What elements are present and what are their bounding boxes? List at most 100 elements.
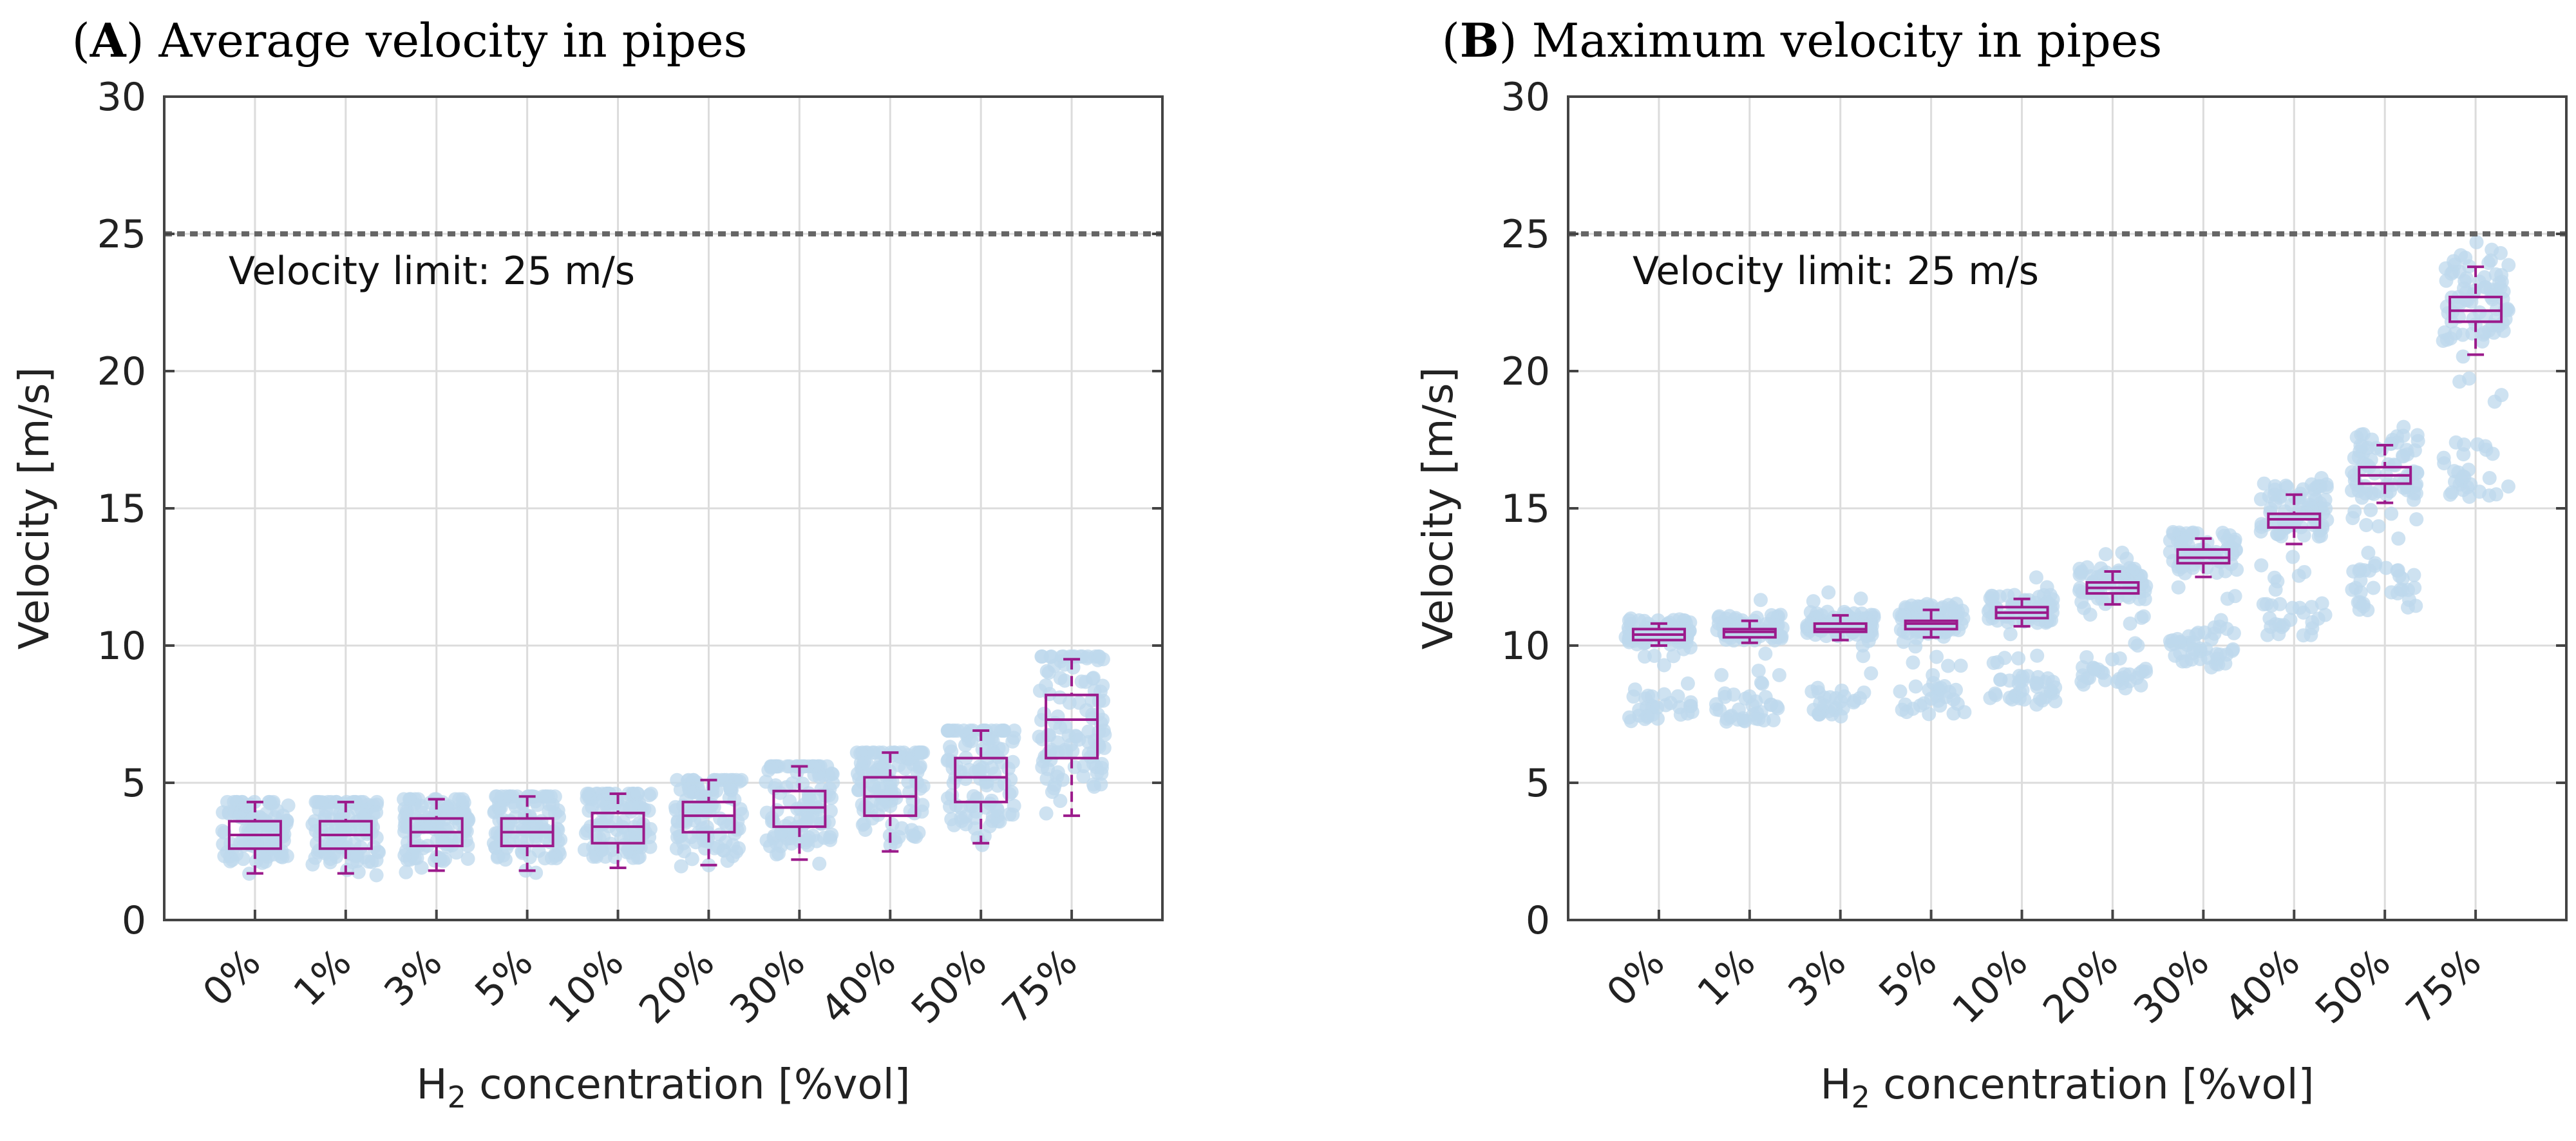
panel-b-y-tick-label: 30 bbox=[1501, 75, 1550, 120]
panel-b-scatter-point bbox=[1764, 697, 1779, 712]
panel-b-scatter-point bbox=[2496, 323, 2511, 338]
panel-b-scatter-point bbox=[2407, 568, 2421, 582]
panel-a-scatter-point bbox=[499, 820, 514, 834]
panel-a-scatter-point bbox=[801, 791, 816, 806]
panel-b-scatter-point bbox=[2163, 544, 2177, 559]
panel-a-scatter-point bbox=[1007, 798, 1021, 813]
panel-a-scatter-point bbox=[735, 807, 750, 821]
panel-b-scatter-point bbox=[1990, 655, 2005, 669]
panel-a-scatter-point bbox=[1072, 732, 1086, 747]
panel-a-y-axis-label: Velocity [m/s] bbox=[11, 367, 59, 650]
panel-a-scatter-point bbox=[607, 850, 622, 865]
panel-b-scatter-point bbox=[2167, 636, 2182, 651]
panel-b-scatter-point bbox=[2030, 648, 2045, 663]
panel-a-box-7 bbox=[863, 751, 918, 853]
panel-b-scatter-point bbox=[2171, 580, 2186, 595]
panel-b-x-tick-label: 50% bbox=[2307, 940, 2400, 1033]
panel-b-scatter-point bbox=[2345, 511, 2360, 526]
panel-b-scatter-point bbox=[2297, 564, 2312, 579]
panel-b-scatter-point bbox=[2045, 599, 2060, 614]
panel-b-scatter-point bbox=[2133, 568, 2148, 583]
panel-b-iqr-box bbox=[2176, 548, 2231, 565]
panel-b-scatter-point bbox=[1948, 604, 1963, 619]
panel-a-scatter-point bbox=[351, 865, 366, 879]
panel-b-scatter-point bbox=[2199, 642, 2213, 657]
panel-b-scatter-point bbox=[2361, 546, 2376, 561]
panel-b-scatter-point bbox=[1820, 604, 1835, 619]
panel-a-scatter-point bbox=[804, 812, 819, 827]
panel-b-scatter-point bbox=[2226, 626, 2241, 640]
panel-b-scatter-point bbox=[2029, 697, 2044, 712]
panel-b-scatter-point bbox=[2186, 642, 2201, 657]
panel-b-iqr-box bbox=[1722, 628, 1777, 639]
panel-b-scatter-point bbox=[2260, 628, 2275, 642]
panel-b-scatter-point bbox=[1821, 585, 1836, 600]
panel-b-scatter-point bbox=[2401, 593, 2416, 608]
panel-a-scatter-point bbox=[709, 783, 724, 798]
panel-a-iqr-box bbox=[1045, 693, 1099, 760]
panel-a-y-tick-label: 30 bbox=[97, 75, 146, 120]
panel-b-iqr-box bbox=[2448, 295, 2503, 323]
panel-b-scatter-point bbox=[1645, 689, 1660, 704]
panel-b-scatter-point bbox=[1751, 712, 1766, 727]
panel-b-grid bbox=[1568, 97, 2566, 920]
panel-b-scatter-point bbox=[1949, 682, 1964, 697]
panel-b-scatter-point bbox=[2132, 666, 2147, 681]
panel-a-scatter-point bbox=[642, 788, 657, 803]
panel-a-scatter-point bbox=[975, 838, 990, 852]
panel-b-scatter-point bbox=[2383, 436, 2398, 451]
panel-b-scatter-point bbox=[2263, 501, 2278, 516]
panel-b-x-label-sub: 2 bbox=[1852, 1080, 1870, 1115]
panel-b-box-1 bbox=[1722, 619, 1777, 644]
panel-b-scatter-point bbox=[2304, 600, 2319, 615]
panel-b-scatter-point bbox=[1647, 648, 1662, 663]
panel-a-box-5 bbox=[681, 778, 736, 867]
panel-a-box-9 bbox=[1045, 658, 1099, 818]
panel-a-scatter-point bbox=[805, 759, 820, 774]
panel-b-box-6 bbox=[2176, 537, 2231, 579]
panel-b-title-text: Maximum velocity in pipes bbox=[1532, 14, 2163, 68]
panel-a-scatter-point bbox=[1058, 719, 1073, 734]
panel-a-scatter-point bbox=[1052, 690, 1067, 705]
panel-b-scatter-point bbox=[1622, 710, 1637, 725]
panel-b-scatter-point bbox=[2012, 673, 2027, 688]
panel-b-scatter-point bbox=[1751, 664, 1766, 678]
panel-b-scatter-point bbox=[1922, 707, 1937, 722]
panel-a-box-2 bbox=[409, 798, 464, 872]
panel-b-iqr-box bbox=[1813, 622, 1868, 633]
panel-a-scatter-point bbox=[884, 784, 899, 799]
panel-a-scatter-point bbox=[823, 803, 838, 818]
panel-a-scatter-point bbox=[990, 801, 1005, 816]
panel-a-scatter-point bbox=[370, 794, 384, 809]
panel-b-scatter-point bbox=[2029, 675, 2043, 690]
panel-b-scatter-point bbox=[2280, 480, 2295, 495]
panel-b-scatter-point bbox=[2448, 435, 2463, 450]
panel-b-scatter-point bbox=[2254, 558, 2269, 573]
panel-a-scatter-point bbox=[361, 825, 376, 840]
panel-a-scatter-point bbox=[428, 803, 443, 818]
panel-a-scatter-point bbox=[1072, 695, 1086, 710]
panel-a-scatter-point bbox=[853, 756, 868, 771]
panel-a-y-tick-label: 0 bbox=[122, 898, 146, 943]
panel-a-title-text: Average velocity in pipes bbox=[158, 14, 748, 68]
panel-b-scatter-point bbox=[1823, 690, 1837, 705]
panel-b-scatter-point bbox=[2439, 332, 2454, 347]
panel-a-scatter-point bbox=[1095, 713, 1110, 727]
panel-b-scatter-point bbox=[2074, 564, 2089, 579]
panel-a-y-tick-label: 25 bbox=[97, 212, 146, 257]
panel-a-scatter-point bbox=[1007, 724, 1022, 738]
panel-a-scatter-point bbox=[873, 754, 888, 769]
panel-b-scatter-point bbox=[2489, 487, 2504, 502]
panel-b-scatter-point bbox=[2134, 678, 2148, 693]
panel-b-x-label-rest: concentration [%vol] bbox=[1870, 1061, 2315, 1109]
panel-b-scatter-point bbox=[1929, 649, 1944, 664]
panel-b-scatter-point bbox=[2452, 264, 2467, 279]
panel-b-scatter-point bbox=[2314, 528, 2329, 543]
panel-b-scatter-point bbox=[2087, 662, 2102, 677]
panel-b-box-7 bbox=[2267, 493, 2322, 546]
panel-b-scatter-point bbox=[2501, 479, 2515, 494]
panel-a-scatter-point bbox=[761, 763, 776, 778]
panel-a-scatter-point bbox=[642, 830, 657, 845]
panel-b-scatter-point bbox=[2441, 305, 2456, 320]
